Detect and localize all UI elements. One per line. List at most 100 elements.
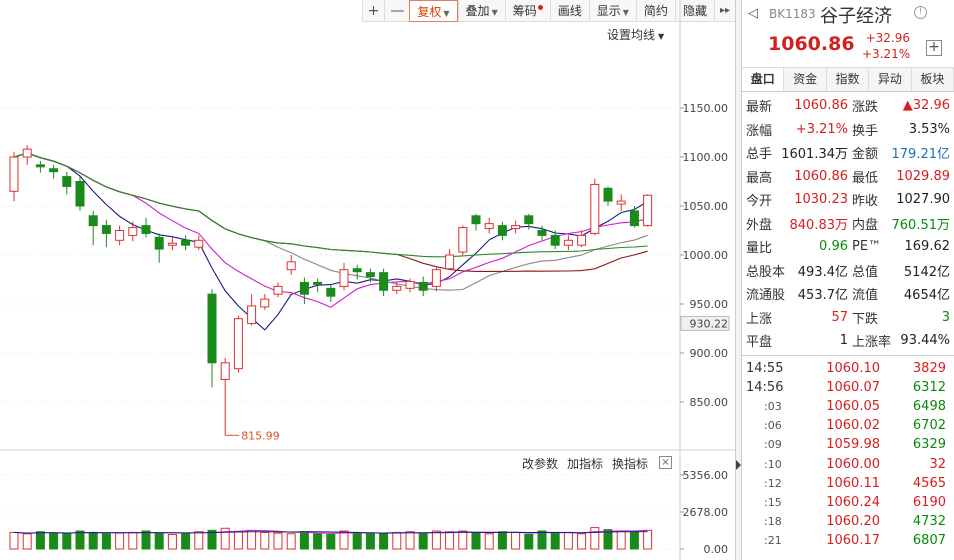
sector-name: 谷子经济 xyxy=(820,6,892,27)
tick-time: 14:56 xyxy=(746,379,784,395)
candle-body xyxy=(629,210,639,227)
quote-tabs: 盘口 资金 指数 异动 板块 xyxy=(742,68,954,92)
volume-bar xyxy=(101,533,111,550)
candle xyxy=(88,210,98,246)
candle-body xyxy=(299,281,309,295)
tick-time: :03 xyxy=(764,399,782,413)
volume-bar xyxy=(603,529,613,550)
toolbar-button-3[interactable]: 画线 xyxy=(549,0,589,22)
candle-body xyxy=(260,298,270,308)
candle xyxy=(458,225,468,255)
tab-4[interactable]: 板块 xyxy=(911,68,954,91)
price-change: +32.96 +3.21% xyxy=(862,30,910,62)
add-watchlist-button[interactable]: + xyxy=(926,40,942,56)
tick-time: :09 xyxy=(764,438,782,452)
volume-bar xyxy=(458,530,468,550)
volume-bar xyxy=(88,531,98,550)
candle xyxy=(141,217,151,238)
zoom-in-button[interactable]: + xyxy=(361,0,385,22)
toolbar-button-6[interactable]: 隐藏 xyxy=(674,0,714,22)
candle xyxy=(339,262,349,291)
candle-body xyxy=(167,242,177,246)
change-percent: +3.21% xyxy=(862,47,911,61)
kline-svg: 5356.00 2678.00 0.00 1150.00 1100.00 1050.00… xyxy=(0,0,735,560)
candle xyxy=(326,284,336,303)
candle-body xyxy=(128,227,138,236)
candle xyxy=(497,221,507,241)
tick-time: :21 xyxy=(764,534,782,548)
tick-list[interactable]: 14:55 1060.10 3829 14:56 1060.07 6312:03 1060.… xyxy=(742,354,954,551)
add-indicator-button[interactable]: 加指标 xyxy=(567,457,604,471)
stat-label: 流值 xyxy=(852,288,879,304)
candle xyxy=(181,235,191,251)
toolbar-button-5[interactable]: 简约 xyxy=(635,0,675,22)
price-axis-label: 950.00 xyxy=(690,298,729,311)
candle xyxy=(445,249,455,270)
tick-price: 1060.07 xyxy=(826,379,880,395)
volume-bar xyxy=(484,533,494,550)
toolbar-button-2[interactable]: 筹码 xyxy=(504,0,550,22)
stat-value: 179.21亿 xyxy=(891,147,951,163)
volume-bar xyxy=(207,529,217,550)
tab-1[interactable]: 资金 xyxy=(784,68,827,91)
tab-2[interactable]: 指数 xyxy=(826,68,870,91)
volume-bar xyxy=(365,533,375,550)
zoom-out-button[interactable]: — xyxy=(384,0,409,22)
stat-label: 流通股 xyxy=(746,288,786,304)
tick-row: :15 1060.24 6190 xyxy=(742,493,954,512)
candle xyxy=(629,206,639,228)
volume-ma10-line xyxy=(13,531,648,534)
ma-setting-button[interactable]: 设置均线 ▼ xyxy=(607,28,665,42)
candle xyxy=(167,237,177,251)
candle-body xyxy=(22,148,32,158)
tick-price: 1060.11 xyxy=(826,475,880,491)
toolbar-button-4[interactable]: 显示 ▼ xyxy=(588,0,636,22)
candle-body xyxy=(326,287,336,297)
toolbar-more-button[interactable]: ▸▸ xyxy=(713,0,735,22)
info-icon[interactable]: ! xyxy=(914,6,927,19)
candle xyxy=(247,294,257,326)
candle-body xyxy=(273,285,283,295)
candle xyxy=(418,276,428,297)
quote-header: ◁ BK1183 谷子经济 ! 1060.86 +32.96 +3.21% + xyxy=(742,0,954,68)
stat-label: 最新 xyxy=(746,100,773,116)
collapse-arrow-icon[interactable] xyxy=(736,460,741,470)
volume-ma5-line xyxy=(13,529,648,534)
tick-price: 1059.98 xyxy=(826,437,880,453)
panel-divider[interactable] xyxy=(735,0,742,560)
candle xyxy=(62,171,72,195)
tick-volume: 6190 xyxy=(912,494,946,510)
volume-bar xyxy=(511,531,521,550)
tick-volume: 6312 xyxy=(912,379,946,395)
candle-body xyxy=(352,268,362,273)
toolbar-button-1[interactable]: 叠加 ▼ xyxy=(457,0,505,22)
volume-bar xyxy=(392,531,402,550)
ma30-line xyxy=(13,152,648,272)
tab-3[interactable]: 异动 xyxy=(869,68,912,91)
price-axis-label: 900.00 xyxy=(690,347,729,360)
tick-price: 1060.05 xyxy=(826,398,880,414)
change-params-button[interactable]: 改参数 xyxy=(522,457,559,471)
volume-bar xyxy=(194,531,204,550)
stat-label: 涨跌 xyxy=(852,100,879,116)
tick-volume: 6807 xyxy=(912,533,946,549)
chevron-down-icon: ▼ xyxy=(622,8,629,17)
candle-body xyxy=(577,234,587,246)
stat-value: 0.96 xyxy=(819,239,848,255)
back-icon[interactable]: ◁ xyxy=(748,6,758,21)
kline-chart-area[interactable]: + — 复权 ▼ 叠加 ▼ 筹码 画线 显示 ▼ 简约 隐藏 ▸▸ 设置均线 ▼ 5356.00 26… xyxy=(0,0,735,560)
candle xyxy=(379,268,389,297)
candle xyxy=(313,278,323,293)
chart-toolbar: + — 复权 ▼ 叠加 ▼ 筹码 画线 显示 ▼ 简约 隐藏 ▸▸ xyxy=(361,0,735,22)
toolbar-button-label: 画线 xyxy=(557,4,582,18)
stat-row: 量比 0.96 PE™ 169.62 xyxy=(746,235,951,259)
volume-bar xyxy=(128,531,138,550)
stat-value: 1027.90 xyxy=(896,192,950,208)
tab-0[interactable]: 盘口 xyxy=(742,68,785,91)
toolbar-button-0[interactable]: 复权 ▼ xyxy=(409,0,458,22)
candle-body xyxy=(418,281,428,291)
candle-body xyxy=(181,239,191,246)
tick-price: 1060.00 xyxy=(826,456,880,472)
switch-indicator-button[interactable]: 换指标 xyxy=(612,457,649,471)
close-indicator-icon[interactable]: × xyxy=(659,456,673,469)
